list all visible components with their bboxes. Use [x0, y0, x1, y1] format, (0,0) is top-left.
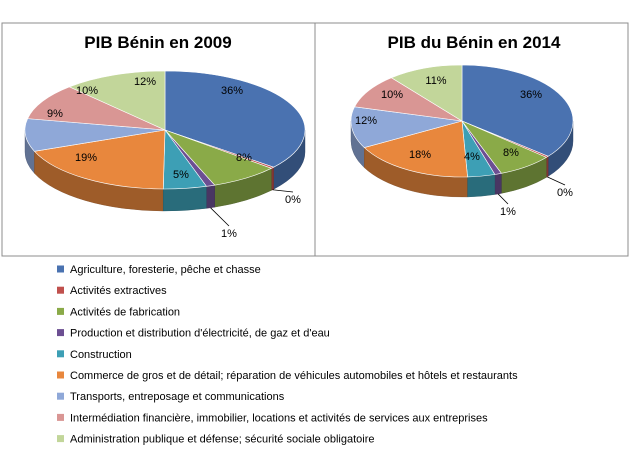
legend-swatch-2 — [57, 307, 64, 315]
legend-label-2: Activités de fabrication — [70, 306, 180, 318]
leader-line-2009-1 — [272, 189, 294, 193]
pie-slice-2009-8 — [68, 70, 166, 131]
pie-slice-2014-6 — [350, 106, 463, 148]
legend-swatch-7 — [57, 413, 64, 421]
pie-side-2009-4 — [163, 186, 207, 212]
data-label-2014-5: 18% — [409, 149, 431, 161]
leader-line-2014-1 — [547, 176, 566, 186]
pie-slice-2009-5 — [33, 129, 166, 190]
legend-label-6: Transports, entreposage et communication… — [70, 391, 285, 403]
legend-label-4: Construction — [70, 349, 132, 361]
pie-slice-2009-7 — [27, 86, 166, 131]
data-label-2009-4: 5% — [173, 169, 189, 181]
legend-swatch-0 — [57, 265, 64, 273]
pie-side-2014-1 — [546, 155, 549, 178]
data-label-2014-7: 10% — [381, 89, 403, 101]
legend-swatch-8 — [57, 435, 64, 443]
legend-swatch-3 — [57, 329, 64, 337]
legend-label-8: Administration publique et défense; sécu… — [70, 434, 375, 446]
data-label-2009-1: 0% — [285, 194, 301, 206]
legend-swatch-1 — [57, 286, 64, 294]
legend-swatch-5 — [57, 371, 64, 379]
legend: Agriculture, foresterie, pêche et chasse… — [57, 264, 518, 446]
data-label-2009-2: 8% — [236, 152, 252, 164]
pie-side-2009-1 — [271, 166, 274, 191]
data-label-2009-7: 10% — [76, 85, 98, 97]
leader-line-2014-3 — [497, 193, 509, 205]
leader-line-2009-3 — [210, 207, 230, 227]
legend-label-3: Production et distribution d'électricité… — [70, 328, 330, 340]
legend-swatch-4 — [57, 350, 64, 358]
data-label-2009-5: 19% — [75, 152, 97, 164]
pie-side-2014-4 — [467, 174, 496, 198]
data-label-2009-3: 1% — [221, 228, 237, 240]
pie-side-2014-3 — [494, 173, 502, 195]
data-label-2014-6: 12% — [355, 115, 377, 127]
pie-slice-2014-5 — [363, 120, 468, 178]
data-label-2014-1: 0% — [557, 187, 573, 199]
pie-slice-2014-8 — [390, 64, 463, 122]
data-label-2009-8: 12% — [134, 76, 156, 88]
legend-label-1: Activités extractives — [70, 285, 167, 297]
pie-slice-2014-0 — [461, 64, 574, 157]
chart-title-2014: PIB du Bénin en 2014 — [388, 33, 561, 52]
data-label-2014-0: 36% — [520, 89, 542, 101]
data-label-2014-2: 8% — [503, 147, 519, 159]
legend-swatch-6 — [57, 392, 64, 400]
legend-label-7: Intermédiation financière, immobilier, l… — [70, 412, 488, 424]
pie-side-2009-3 — [206, 184, 215, 209]
data-label-2009-6: 9% — [47, 108, 63, 120]
data-label-2014-3: 1% — [500, 206, 516, 218]
chart-title-2009: PIB Bénin en 2009 — [84, 33, 231, 52]
legend-label-0: Agriculture, foresterie, pêche et chasse — [70, 264, 261, 276]
data-label-2014-8: 11% — [425, 75, 446, 87]
pie-2014: 36% 0% 8% 1% 4% 18% 12% 10% 11% — [350, 64, 574, 218]
pie-slice-2009-0 — [164, 70, 306, 168]
pie-2009: 36% 0% 8% 1% 5% 19% 9% 10% 12% — [24, 70, 306, 240]
data-label-2014-4: 4% — [464, 151, 480, 163]
legend-label-5: Commerce de gros et de détail; réparatio… — [70, 370, 518, 382]
data-label-2009-0: 36% — [221, 85, 243, 97]
